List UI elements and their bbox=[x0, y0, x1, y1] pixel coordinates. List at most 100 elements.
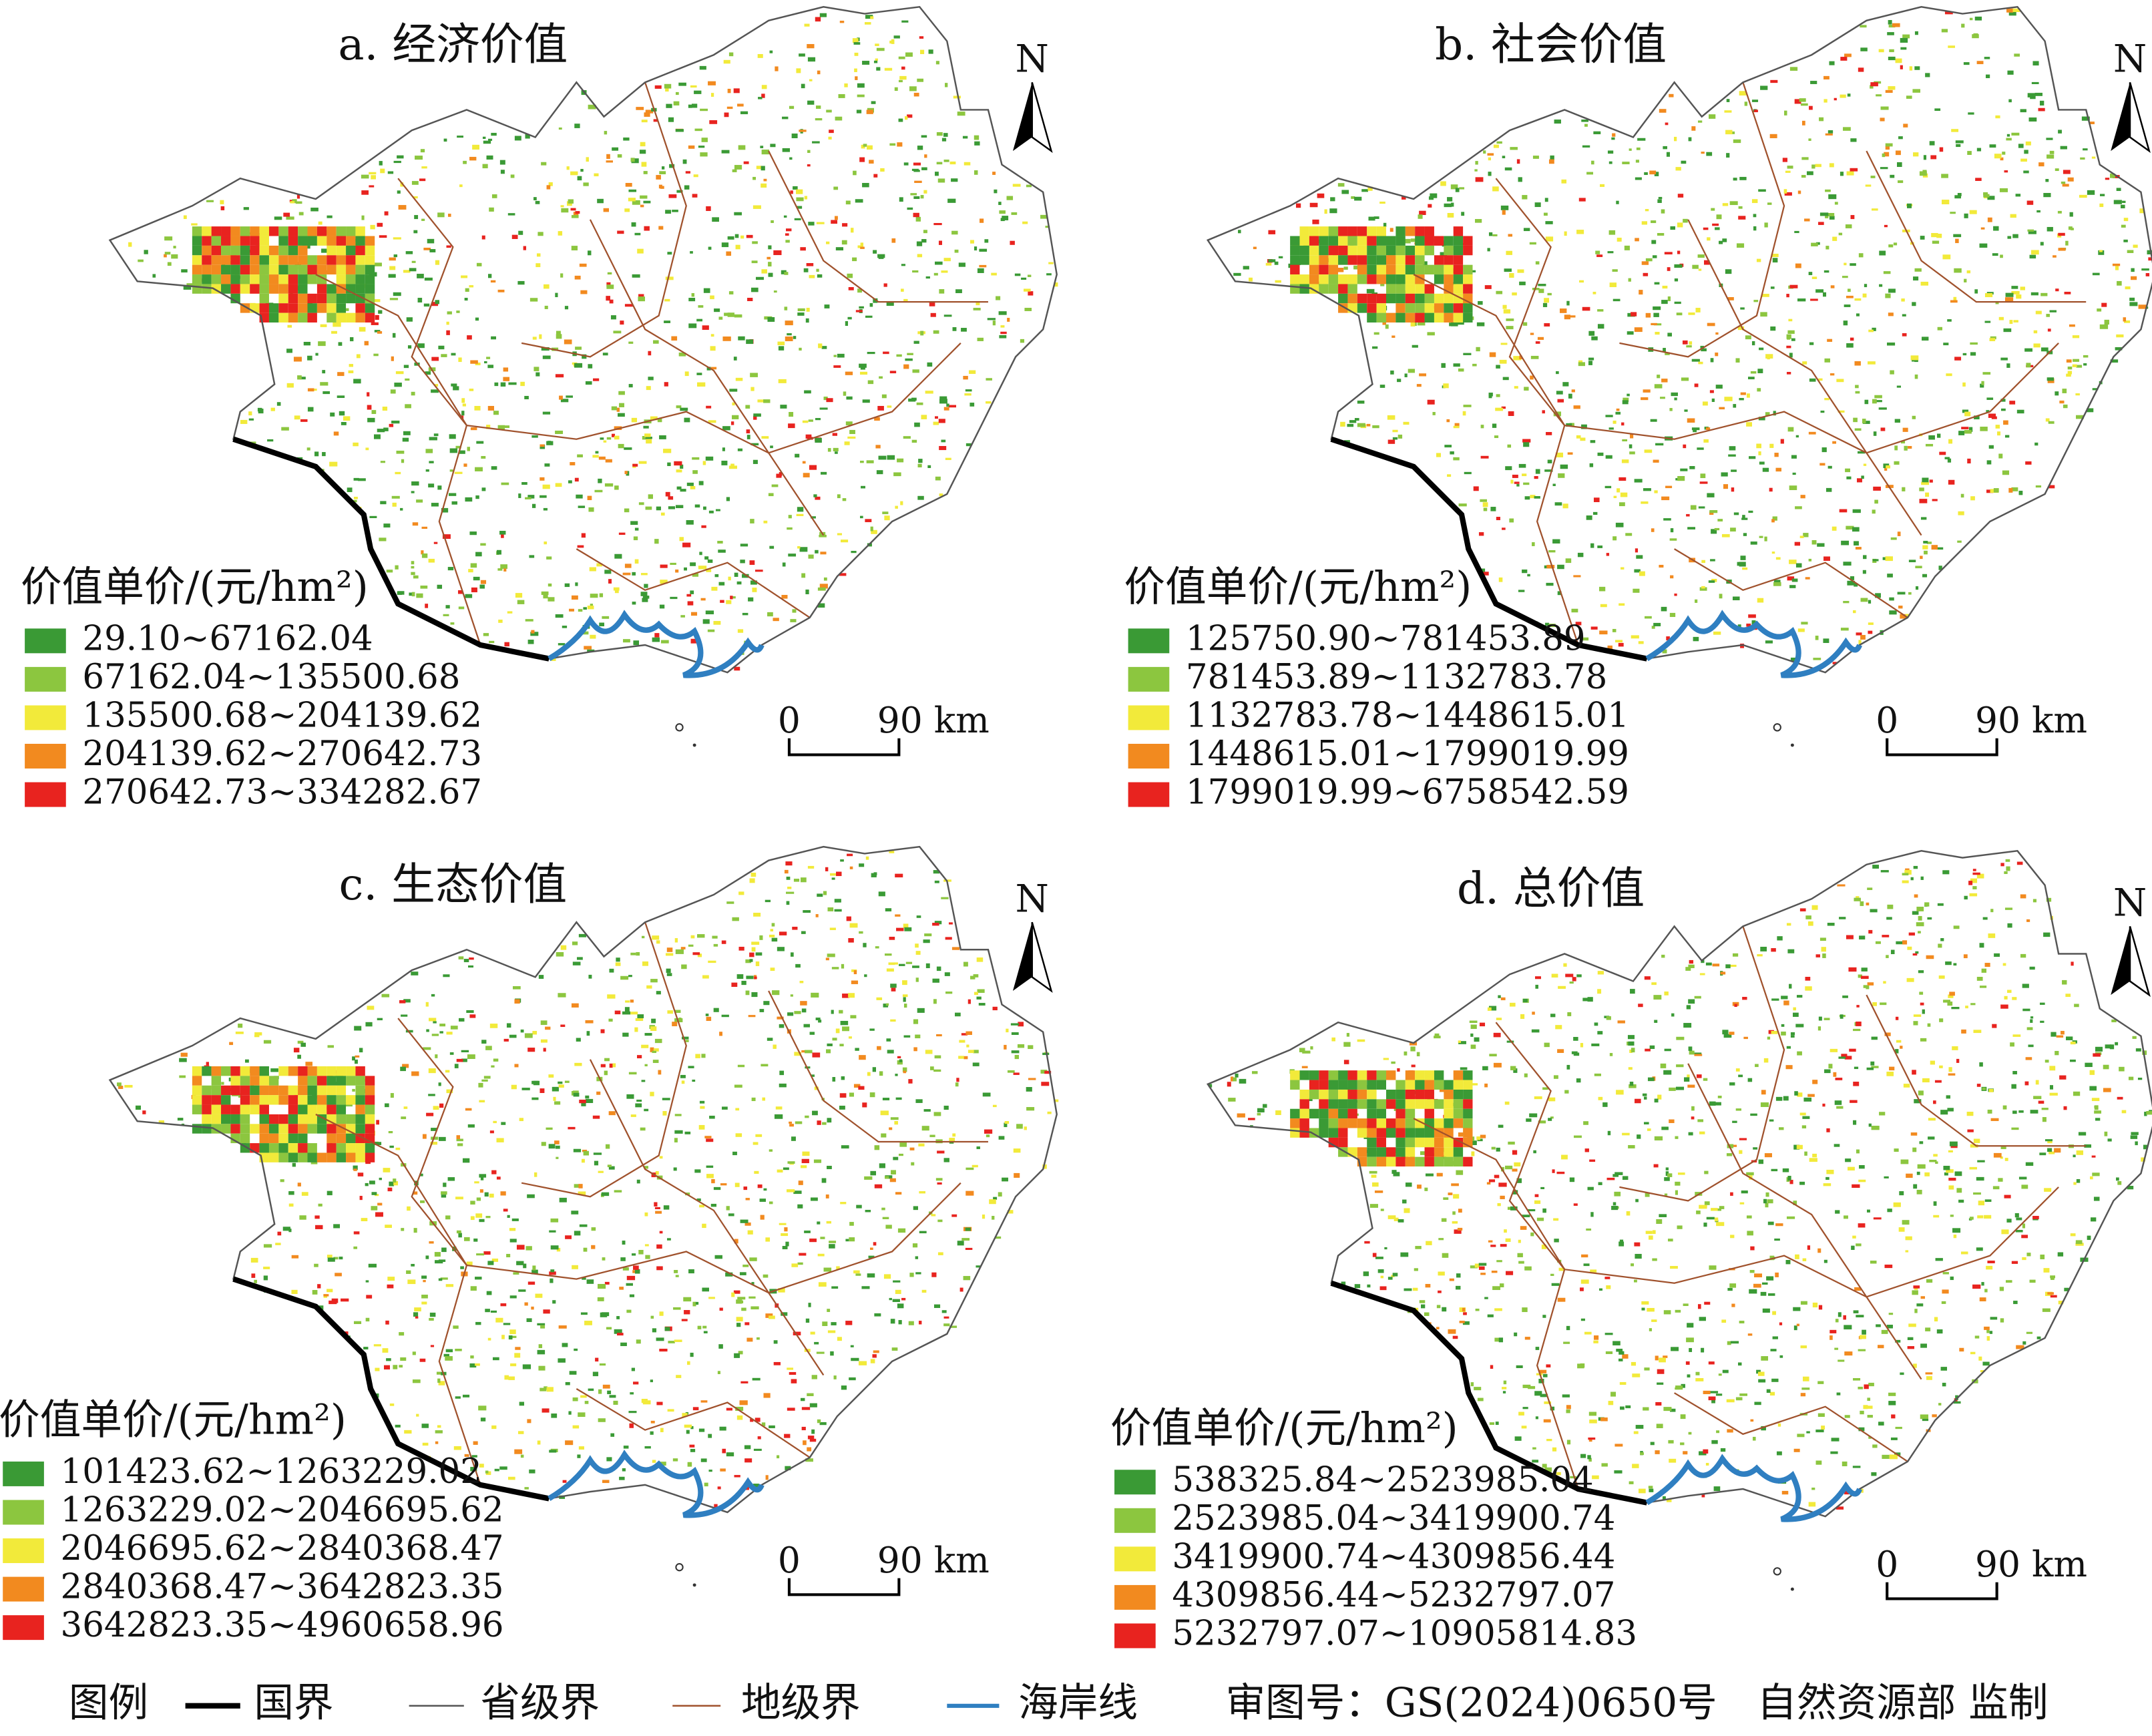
raster-cell bbox=[470, 1286, 477, 1291]
raster-cell bbox=[2098, 250, 2105, 255]
raster-cell bbox=[1887, 574, 1893, 578]
raster-cell bbox=[592, 1371, 599, 1377]
raster-cell bbox=[2093, 1053, 2101, 1057]
raster-cell bbox=[644, 226, 650, 231]
raster-cell bbox=[1557, 1297, 1566, 1302]
raster-cell bbox=[548, 182, 553, 186]
raster-cell bbox=[1347, 274, 1357, 284]
raster-cell bbox=[1861, 475, 1864, 479]
raster-cell bbox=[333, 431, 339, 436]
raster-cell bbox=[785, 233, 789, 236]
raster-cell bbox=[537, 1440, 541, 1445]
raster-cell bbox=[277, 1231, 282, 1236]
raster-cell bbox=[624, 508, 630, 513]
raster-cell bbox=[2025, 461, 2032, 465]
raster-cell bbox=[1654, 1020, 1658, 1023]
raster-cell bbox=[813, 494, 817, 497]
raster-cell bbox=[2004, 996, 2008, 1000]
raster-cell bbox=[869, 1247, 873, 1250]
raster-cell bbox=[544, 541, 548, 545]
region-fill bbox=[110, 7, 1057, 673]
raster-cell bbox=[457, 590, 463, 594]
raster-cell bbox=[429, 249, 436, 252]
raster-cell bbox=[439, 1031, 443, 1034]
raster-cell bbox=[1573, 405, 1580, 409]
raster-cell bbox=[221, 1082, 224, 1085]
raster-cell bbox=[1800, 1393, 1806, 1397]
raster-cell bbox=[1823, 270, 1830, 273]
raster-cell bbox=[855, 1273, 861, 1276]
raster-cell bbox=[963, 1276, 971, 1281]
raster-cell bbox=[259, 274, 269, 284]
raster-cell bbox=[637, 1014, 644, 1018]
raster-cell bbox=[514, 1353, 521, 1358]
raster-cell bbox=[751, 992, 758, 998]
raster-cell bbox=[1363, 1271, 1369, 1277]
raster-cell bbox=[709, 1115, 715, 1119]
raster-cell bbox=[307, 1095, 317, 1105]
raster-cell bbox=[733, 88, 740, 93]
raster-cell bbox=[558, 1084, 564, 1088]
raster-cell bbox=[2083, 355, 2089, 358]
raster-cell bbox=[316, 303, 327, 313]
raster-cell bbox=[433, 433, 439, 437]
raster-cell bbox=[833, 186, 839, 190]
raster-cell bbox=[903, 923, 909, 929]
raster-cell bbox=[221, 1066, 231, 1076]
raster-cell bbox=[624, 208, 630, 212]
raster-cell bbox=[902, 994, 908, 998]
raster-cell bbox=[897, 142, 903, 147]
raster-cell bbox=[952, 1133, 956, 1137]
raster-cell bbox=[753, 1448, 762, 1451]
raster-cell bbox=[554, 1140, 560, 1144]
raster-cell bbox=[481, 235, 485, 240]
raster-cell bbox=[1644, 976, 1651, 980]
raster-cell bbox=[2137, 1078, 2143, 1080]
raster-cell bbox=[1343, 1060, 1349, 1064]
raster-cell bbox=[192, 255, 202, 265]
raster-cell bbox=[976, 1146, 980, 1150]
raster-cell bbox=[1892, 23, 1900, 27]
raster-cell bbox=[1868, 1123, 1872, 1127]
raster-cell bbox=[726, 497, 730, 501]
raster-cell bbox=[1922, 477, 1929, 483]
raster-cell bbox=[734, 666, 740, 671]
raster-cell bbox=[574, 1348, 578, 1351]
raster-cell bbox=[475, 1363, 480, 1366]
raster-cell bbox=[1530, 355, 1539, 359]
raster-cell bbox=[1844, 1215, 1848, 1219]
raster-cell bbox=[511, 234, 518, 239]
legend-swatch bbox=[25, 743, 66, 769]
raster-cell bbox=[636, 1099, 642, 1102]
raster-cell bbox=[897, 1056, 901, 1059]
raster-cell bbox=[598, 456, 606, 460]
raster-cell bbox=[2073, 359, 2080, 362]
raster-cell bbox=[622, 1011, 631, 1015]
raster-cell bbox=[807, 57, 816, 62]
raster-cell bbox=[1696, 1211, 1701, 1215]
raster-cell bbox=[278, 284, 288, 294]
raster-cell bbox=[330, 412, 335, 417]
raster-cell bbox=[296, 194, 300, 199]
raster-cell bbox=[1890, 370, 1894, 375]
raster-cell bbox=[1676, 1064, 1684, 1068]
raster-cell bbox=[979, 248, 988, 252]
raster-cell bbox=[573, 1090, 579, 1093]
raster-cell bbox=[1915, 586, 1919, 590]
raster-cell bbox=[755, 1418, 761, 1422]
raster-cell bbox=[1268, 230, 1276, 234]
raster-cell bbox=[327, 215, 333, 218]
raster-cell bbox=[1664, 252, 1673, 255]
raster-cell bbox=[750, 580, 757, 585]
raster-cell bbox=[1415, 284, 1425, 294]
raster-cell bbox=[1775, 557, 1781, 560]
raster-cell bbox=[336, 293, 347, 304]
raster-cell bbox=[861, 144, 865, 149]
raster-cell bbox=[1840, 57, 1848, 61]
raster-cell bbox=[665, 491, 670, 497]
raster-cell bbox=[1504, 1165, 1513, 1170]
raster-cell bbox=[765, 899, 771, 903]
raster-cell bbox=[221, 1085, 231, 1096]
raster-cell bbox=[897, 1303, 904, 1309]
raster-cell bbox=[414, 1307, 421, 1312]
